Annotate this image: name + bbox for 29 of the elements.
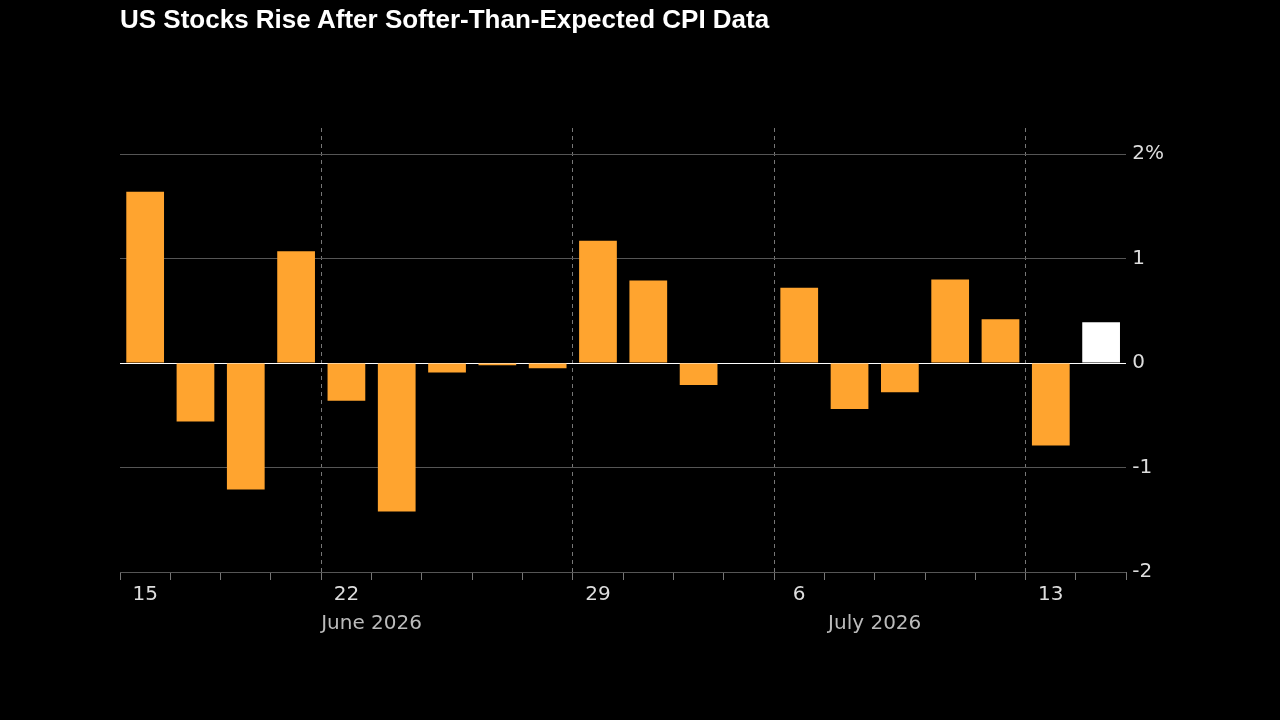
x-tick-label: 6 bbox=[792, 581, 806, 606]
y-tick-label: -2 bbox=[1132, 558, 1153, 583]
y-tick-label: 2% bbox=[1132, 140, 1165, 165]
x-tick-label: 13 bbox=[1038, 581, 1064, 606]
bar bbox=[176, 363, 215, 422]
text: June 2026 bbox=[319, 610, 422, 635]
chart-title: US Stocks Rise After Softer-Than-Expected CPI Data bbox=[120, 4, 770, 35]
bar bbox=[579, 240, 617, 363]
y-tick-label: 1 bbox=[1132, 244, 1146, 269]
bar bbox=[629, 280, 668, 363]
bar bbox=[126, 191, 165, 363]
bar bbox=[780, 287, 819, 363]
bar bbox=[981, 319, 1020, 363]
bar bbox=[931, 279, 970, 363]
x-tick-label: 22 bbox=[333, 581, 360, 606]
bar bbox=[679, 363, 718, 385]
bar bbox=[880, 363, 919, 393]
bar bbox=[226, 363, 265, 490]
text: July 2026 bbox=[826, 610, 922, 635]
bar bbox=[377, 363, 416, 512]
y-tick-label: -1 bbox=[1132, 453, 1153, 478]
bar bbox=[1031, 363, 1070, 446]
bar bbox=[830, 363, 869, 410]
bar bbox=[327, 363, 366, 401]
bar bbox=[428, 363, 466, 373]
bar bbox=[277, 251, 315, 363]
x-tick-label: 15 bbox=[132, 581, 158, 606]
x-tick-label: 29 bbox=[585, 581, 611, 606]
y-tick-label: 0 bbox=[1132, 349, 1146, 374]
